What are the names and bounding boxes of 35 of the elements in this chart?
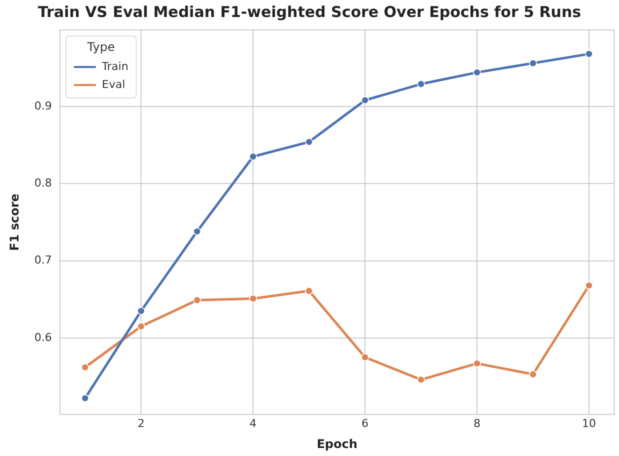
point	[137, 307, 145, 315]
legend-title: Type	[86, 40, 115, 54]
x-tick-label: 2	[138, 416, 145, 430]
point	[585, 282, 593, 290]
legend-label: Train	[100, 60, 128, 73]
y-tick-label: 0.8	[34, 176, 52, 190]
chart-title: Train VS Eval Median F1-weighted Score Over Epochs for 5 Runs	[38, 2, 582, 21]
y-axis-title: F1 score	[7, 194, 22, 251]
y-tick-label: 0.6	[34, 330, 52, 344]
x-tick-label: 10	[582, 416, 596, 430]
point	[361, 353, 369, 362]
point	[193, 296, 201, 304]
point	[473, 68, 481, 76]
x-axis-title: Epoch	[316, 436, 358, 451]
x-tick-label: 6	[362, 416, 369, 430]
y-tick-label: 0.7	[34, 254, 52, 267]
point	[417, 376, 425, 384]
point	[249, 294, 257, 303]
x-tick-label: 4	[250, 416, 257, 430]
legend-label: Eval	[102, 78, 126, 91]
y-tick-label: 0.9	[34, 99, 52, 112]
point	[473, 360, 481, 368]
point	[81, 394, 89, 402]
point	[529, 370, 537, 378]
x-tick-label: 8	[474, 416, 481, 430]
point	[81, 363, 89, 372]
point	[585, 50, 593, 58]
point	[305, 287, 313, 295]
point	[137, 322, 145, 330]
point	[249, 152, 257, 160]
point	[361, 96, 369, 104]
point	[417, 80, 425, 88]
point	[529, 59, 537, 68]
point	[305, 138, 313, 146]
point	[193, 228, 201, 236]
